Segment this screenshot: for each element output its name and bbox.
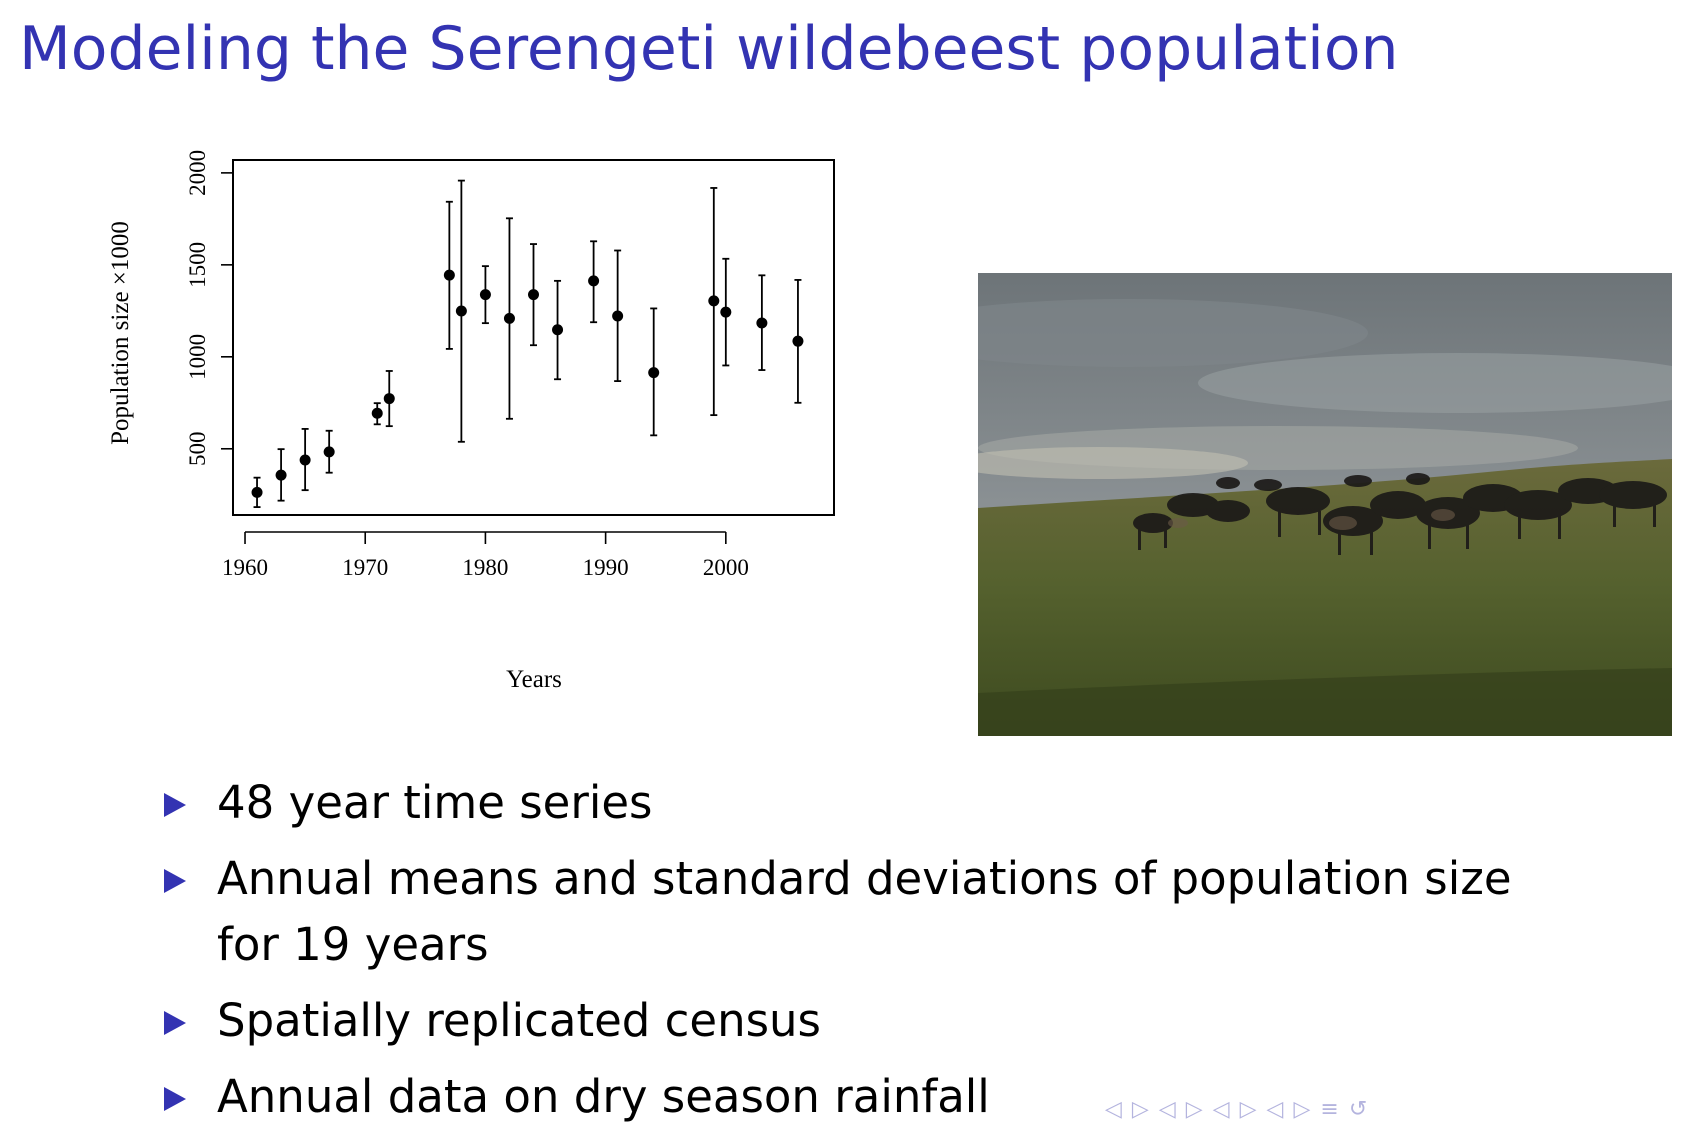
nav-next-page-icon[interactable]: ▷ (1293, 1097, 1311, 1122)
data-point (528, 289, 539, 301)
y-tick-label: 500 (185, 432, 210, 467)
data-point (275, 469, 287, 481)
nav-prev-section-icon[interactable]: ◁ (1212, 1097, 1230, 1122)
data-point (455, 305, 467, 317)
data-point (443, 269, 455, 281)
bullet-triangle-icon (164, 1087, 186, 1111)
x-tick-label: 1970 (342, 555, 388, 580)
x-tick-label: 2000 (703, 555, 749, 580)
nav-prev-subsection-icon[interactable]: ◁ (1158, 1097, 1176, 1122)
data-point (251, 486, 263, 498)
data-point (552, 324, 564, 336)
beamer-navigation-bar: ◁ ▷ ◁ ▷ ◁ ▷ ◁ ▷ ≡ ↺ (1105, 1097, 1702, 1122)
data-point (792, 335, 804, 347)
slide-title: Modeling the Serengeti wildebeest popula… (19, 14, 1399, 84)
y-tick-label: 1500 (185, 242, 210, 288)
x-tick-label: 1980 (462, 555, 508, 580)
bullet-item: 48 year time series (160, 770, 1580, 836)
data-point (479, 289, 491, 301)
data-point (503, 312, 515, 324)
bullet-triangle-icon (164, 869, 186, 893)
nav-next-subsection-icon[interactable]: ▷ (1185, 1097, 1203, 1122)
plot-frame (232, 159, 835, 516)
bullet-item: Annual data on dry season rainfall (160, 1064, 1580, 1130)
data-point (371, 407, 383, 419)
data-point (720, 306, 732, 318)
wildebeest-herd-photo (978, 273, 1672, 736)
y-axis-label: Population size ×1000 (107, 221, 134, 445)
bullet-item: Annual means and standard deviations of … (160, 846, 1580, 978)
data-point (708, 295, 720, 307)
population-chart: 1960 1970 1980 1990 2000 500 1000 1500 2000 Yea… (107, 150, 835, 693)
x-tick-label: 1960 (222, 555, 268, 580)
bullet-list: 48 year time series Annual means and sta… (160, 770, 1580, 1140)
y-tick-label: 2000 (185, 150, 210, 196)
data-point (383, 393, 395, 405)
nav-prev-frame-icon[interactable]: ◁ (1105, 1097, 1122, 1122)
nav-menu-icon[interactable]: ≡ (1320, 1097, 1339, 1122)
data-point (756, 317, 768, 329)
bullet-item: Spatially replicated census (160, 988, 1580, 1054)
bullet-triangle-icon (164, 793, 186, 817)
nav-next-frame-icon[interactable]: ▷ (1131, 1097, 1149, 1122)
data-point (299, 454, 311, 466)
data-point (612, 310, 624, 322)
nav-next-section-icon[interactable]: ▷ (1239, 1097, 1257, 1122)
nav-search-icon[interactable]: ↺ (1348, 1097, 1368, 1122)
x-tick-label: 1990 (583, 555, 629, 580)
data-point (588, 275, 600, 287)
y-tick-label: 1000 (185, 334, 210, 380)
data-point (648, 367, 660, 379)
bullet-triangle-icon (164, 1011, 186, 1035)
data-point (323, 446, 335, 458)
x-axis-label: Years (506, 666, 562, 693)
nav-prev-page-icon[interactable]: ◁ (1266, 1097, 1284, 1122)
